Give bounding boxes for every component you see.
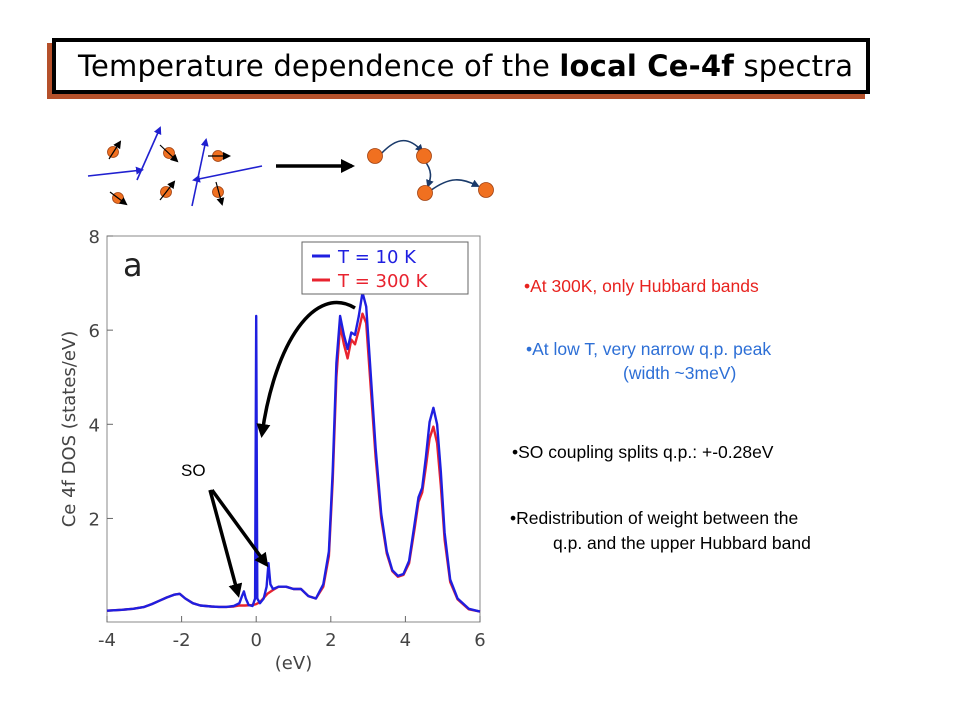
so-arrow-right (210, 488, 269, 568)
y-tick-label: 4 (89, 415, 100, 436)
y-tick-label: 6 (89, 321, 100, 342)
bullet-redistribution: •Redistribution of weight between the (510, 508, 799, 528)
panel-label: a (123, 246, 143, 284)
so-annotation-label: SO (181, 461, 206, 480)
x-axis-label: (eV) (275, 653, 312, 674)
y-axis-label: Ce 4f DOS (states/eV) (59, 331, 80, 528)
title-prefix: Temperature dependence of the (78, 49, 560, 83)
x-tick-label: 4 (400, 630, 411, 651)
legend: T = 10 K T = 300 K (301, 241, 469, 295)
x-tick-label: -2 (173, 630, 191, 651)
spin-schematic (87, 126, 494, 207)
x-tick-label: -4 (98, 630, 116, 651)
disordered-spin-cluster (87, 126, 263, 207)
bullet-qp-peak-line2: (width ~3meV) (623, 363, 737, 383)
bullet-hubbard: •At 300K, only Hubbard bands (524, 276, 759, 296)
y-tick-label: 2 (89, 509, 100, 530)
legend-label-300k: T = 300 K (337, 271, 429, 292)
x-tick-label: 0 (250, 630, 261, 651)
qp-peak-arrow (256, 300, 356, 438)
coherent-hopping-cluster (367, 139, 494, 201)
plot-frame (106, 235, 481, 623)
title-suffix: spectra (734, 49, 854, 83)
title-bold: local Ce-4f (559, 49, 735, 83)
series-line-10k (106, 291, 481, 613)
bullet-redistribution-line2: q.p. and the upper Hubbard band (553, 533, 811, 553)
legend-box (301, 241, 469, 295)
x-tick-label: 2 (325, 630, 336, 651)
title-box: Temperature dependence of the local Ce-4… (52, 38, 870, 94)
annotations: SO (181, 300, 356, 598)
so-arrow-left (208, 489, 243, 598)
bullet-so-coupling: •SO coupling splits q.p.: +-0.28eV (512, 442, 774, 462)
x-tick-label: 6 (474, 630, 485, 651)
slide-title: Temperature dependence of the local Ce-4… (56, 49, 853, 83)
bullet-qp-peak: •At low T, very narrow q.p. peak (526, 339, 772, 359)
y-tick-label: 8 (89, 227, 100, 248)
legend-label-10k: T = 10 K (337, 247, 417, 268)
